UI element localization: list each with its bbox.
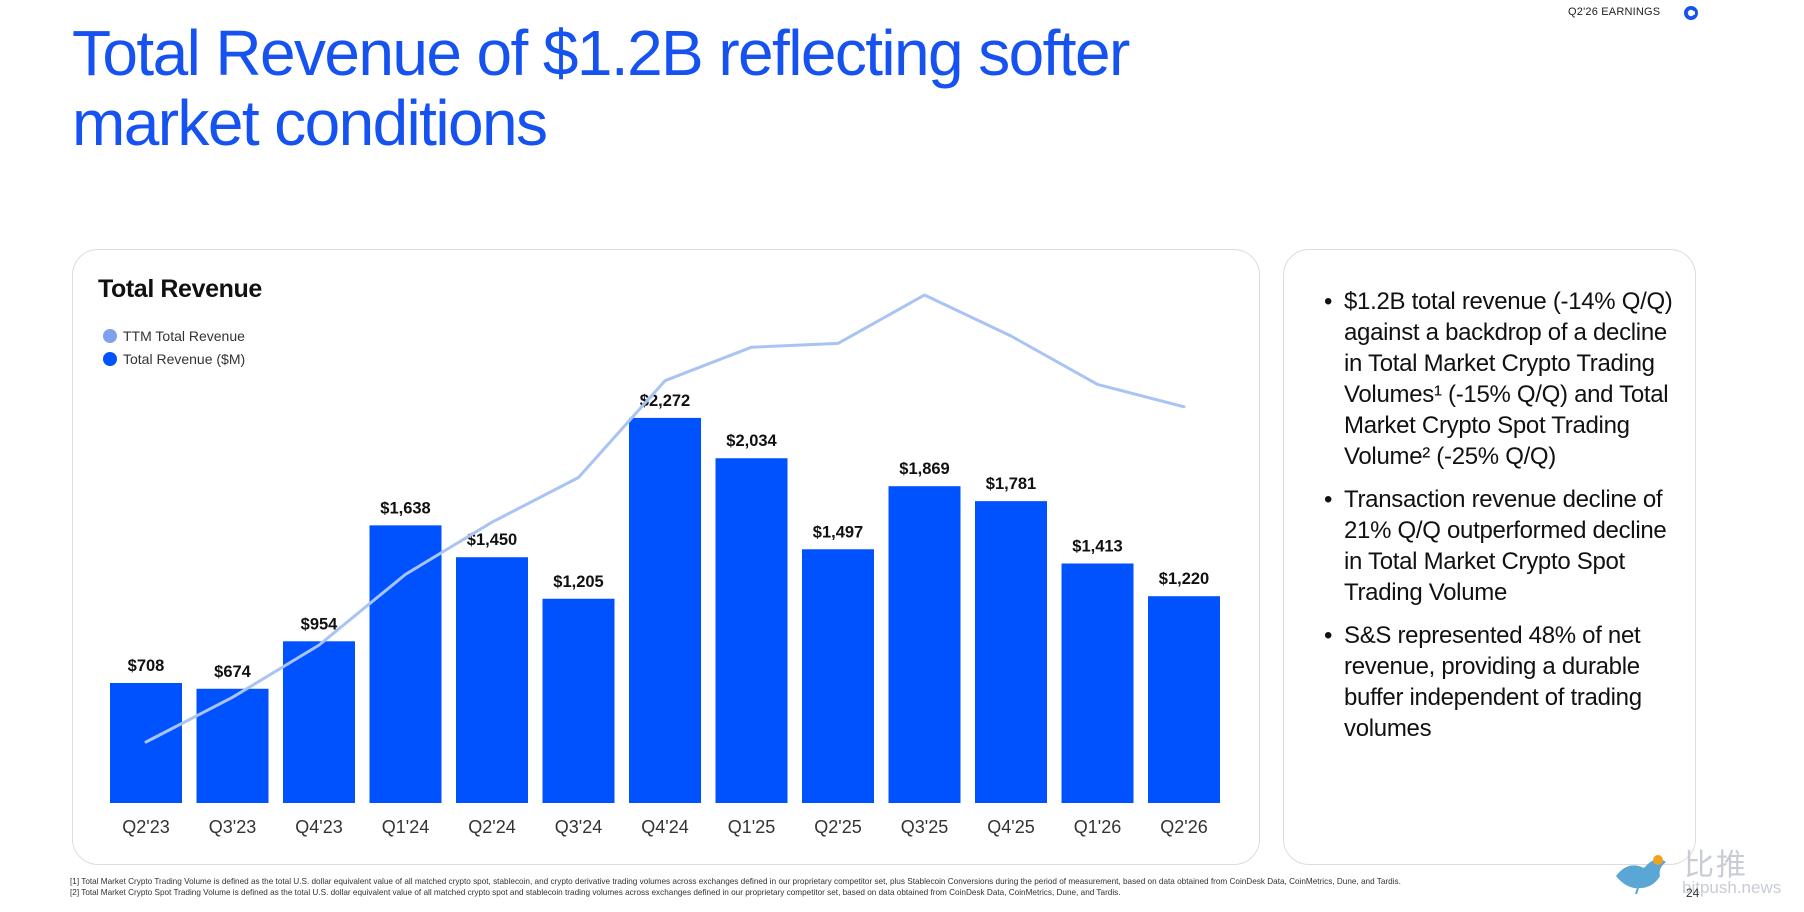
x-tick-label: Q3'25 bbox=[901, 817, 948, 837]
x-tick-label: Q4'24 bbox=[641, 817, 688, 837]
x-tick-label: Q4'25 bbox=[987, 817, 1034, 837]
page-number: 24 bbox=[1686, 886, 1700, 900]
bullet-item: $1.2B total revenue (-14% Q/Q) against a… bbox=[1324, 286, 1674, 472]
x-tick-label: Q2'26 bbox=[1160, 817, 1207, 837]
bullet-item: Transaction revenue decline of 21% Q/Q o… bbox=[1324, 484, 1674, 608]
watermark: 比推 bitpush.news bbox=[1610, 840, 1800, 900]
bullet-list: $1.2B total revenue (-14% Q/Q) against a… bbox=[1324, 286, 1674, 756]
bar bbox=[456, 557, 528, 803]
chart-card: Total Revenue TTM Total Revenue Total Re… bbox=[72, 249, 1260, 865]
bar bbox=[1061, 563, 1134, 803]
earnings-tag: Q2'26 EARNINGS bbox=[1568, 6, 1661, 18]
bar-value-label: $2,034 bbox=[726, 432, 777, 450]
bar bbox=[715, 458, 788, 803]
bar bbox=[888, 486, 961, 803]
commentary-card: $1.2B total revenue (-14% Q/Q) against a… bbox=[1283, 249, 1696, 865]
bar bbox=[802, 549, 874, 803]
x-tick-label: Q1'26 bbox=[1074, 817, 1121, 837]
bar-value-label: $674 bbox=[214, 663, 252, 681]
bar bbox=[975, 501, 1047, 803]
bar bbox=[542, 598, 615, 803]
x-tick-label: Q1'24 bbox=[382, 817, 429, 837]
bar-value-label: $1,220 bbox=[1159, 570, 1209, 588]
bar bbox=[629, 417, 701, 803]
bar-value-label: $1,869 bbox=[899, 460, 949, 478]
bird-icon bbox=[1616, 855, 1666, 894]
bar-value-label: $1,205 bbox=[553, 573, 603, 591]
legend-label-revenue: Total Revenue ($M) bbox=[123, 350, 246, 367]
watermark-cn: 比推 bbox=[1684, 849, 1748, 882]
footnote-1: [1] Total Market Crypto Trading Volume i… bbox=[70, 877, 1401, 886]
x-tick-label: Q3'24 bbox=[555, 817, 602, 837]
bullet-item: S&S represented 48% of net revenue, prov… bbox=[1324, 620, 1674, 744]
bar-value-label: $954 bbox=[301, 615, 339, 633]
chart-legend: TTM Total Revenue Total Revenue ($M) bbox=[103, 324, 245, 370]
bar bbox=[1148, 596, 1220, 803]
bar-value-label: $1,781 bbox=[986, 475, 1036, 493]
chart-title: Total Revenue bbox=[98, 275, 262, 303]
legend-label-ttm: TTM Total Revenue bbox=[123, 327, 245, 344]
watermark-en: bitpush.news bbox=[1682, 878, 1782, 897]
bar bbox=[196, 688, 269, 803]
ttm-line bbox=[144, 293, 1186, 744]
footnotes: [1] Total Market Crypto Trading Volume i… bbox=[70, 876, 1610, 898]
bar bbox=[369, 525, 442, 803]
legend-item-ttm: TTM Total Revenue bbox=[103, 324, 245, 347]
legend-item-revenue: Total Revenue ($M) bbox=[103, 347, 245, 370]
footnote-2: [2] Total Market Crypto Spot Trading Vol… bbox=[70, 888, 1121, 897]
x-tick-label: Q2'25 bbox=[814, 817, 861, 837]
bar-value-label: $1,497 bbox=[813, 523, 863, 541]
revenue-chart: $708 Q2'23 $674 Q3'23 $954 Q4'23 $1,638 Q1'24 $1… bbox=[110, 293, 1220, 837]
x-tick-label: Q4'23 bbox=[295, 817, 342, 837]
bar-value-label: $1,638 bbox=[380, 499, 430, 517]
coinbase-logo-icon bbox=[1684, 6, 1698, 20]
bar-value-label: $708 bbox=[128, 657, 165, 675]
x-tick-label: Q3'23 bbox=[209, 817, 256, 837]
page-title: Total Revenue of $1.2B reflecting softer… bbox=[72, 17, 1130, 159]
bar-value-label: $1,413 bbox=[1072, 537, 1122, 555]
bar bbox=[283, 641, 355, 803]
x-tick-label: Q2'24 bbox=[468, 817, 515, 837]
legend-swatch-revenue bbox=[103, 351, 117, 366]
bar-value-label: $1,450 bbox=[467, 531, 517, 549]
x-tick-label: Q1'25 bbox=[728, 817, 775, 837]
legend-swatch-ttm bbox=[103, 328, 117, 343]
x-tick-label: Q2'23 bbox=[122, 817, 169, 837]
